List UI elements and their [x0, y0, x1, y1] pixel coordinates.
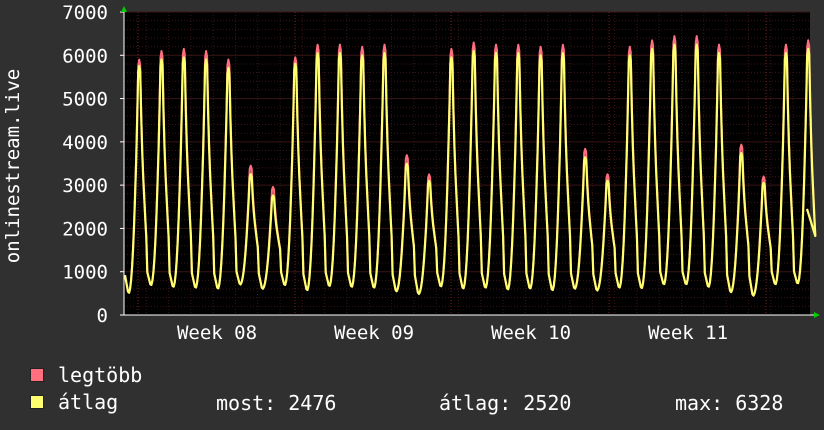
- series-line-avg: [123, 43, 817, 297]
- y-tick-label: 1000: [62, 262, 108, 284]
- x-tick-label: Week 08: [177, 322, 257, 344]
- axes: [121, 6, 820, 318]
- y-tick-label: 6000: [62, 45, 108, 67]
- stat-max: max: 6328: [675, 391, 784, 415]
- legend: legtöbb átlag: [30, 361, 142, 415]
- y-axis-label: onlinestream.live: [2, 69, 24, 263]
- y-tick-label: 2000: [62, 218, 108, 240]
- x-tick-label: Week 09: [334, 322, 414, 344]
- legend-swatch-max: [30, 367, 44, 382]
- legend-label-max: legtöbb: [58, 362, 143, 387]
- y-tick-label: 0: [97, 305, 108, 327]
- x-axis-arrow: [814, 312, 820, 318]
- stat-now: most: 2476: [216, 391, 337, 415]
- y-tick-label: 3000: [62, 175, 108, 197]
- x-tick-label: Week 11: [648, 322, 728, 344]
- y-ticks: 0 1000 2000 3000 4000 5000 6000 7000: [62, 2, 124, 327]
- legend-item-avg: átlag: [30, 388, 142, 415]
- y-tick-label: 4000: [62, 132, 108, 154]
- series-lines: [123, 35, 817, 297]
- stat-average: átlag: 2520: [439, 391, 572, 415]
- y-tick-label: 7000: [62, 2, 108, 24]
- legend-label-avg: átlag: [58, 389, 119, 414]
- legend-item-max: legtöbb: [30, 361, 142, 388]
- y-axis-arrow: [121, 6, 127, 12]
- legend-swatch-avg: [30, 394, 44, 409]
- x-ticks: Week 08 Week 09 Week 10 Week 11: [177, 322, 728, 344]
- y-tick-label: 5000: [62, 89, 108, 111]
- x-tick-label: Week 10: [491, 322, 571, 344]
